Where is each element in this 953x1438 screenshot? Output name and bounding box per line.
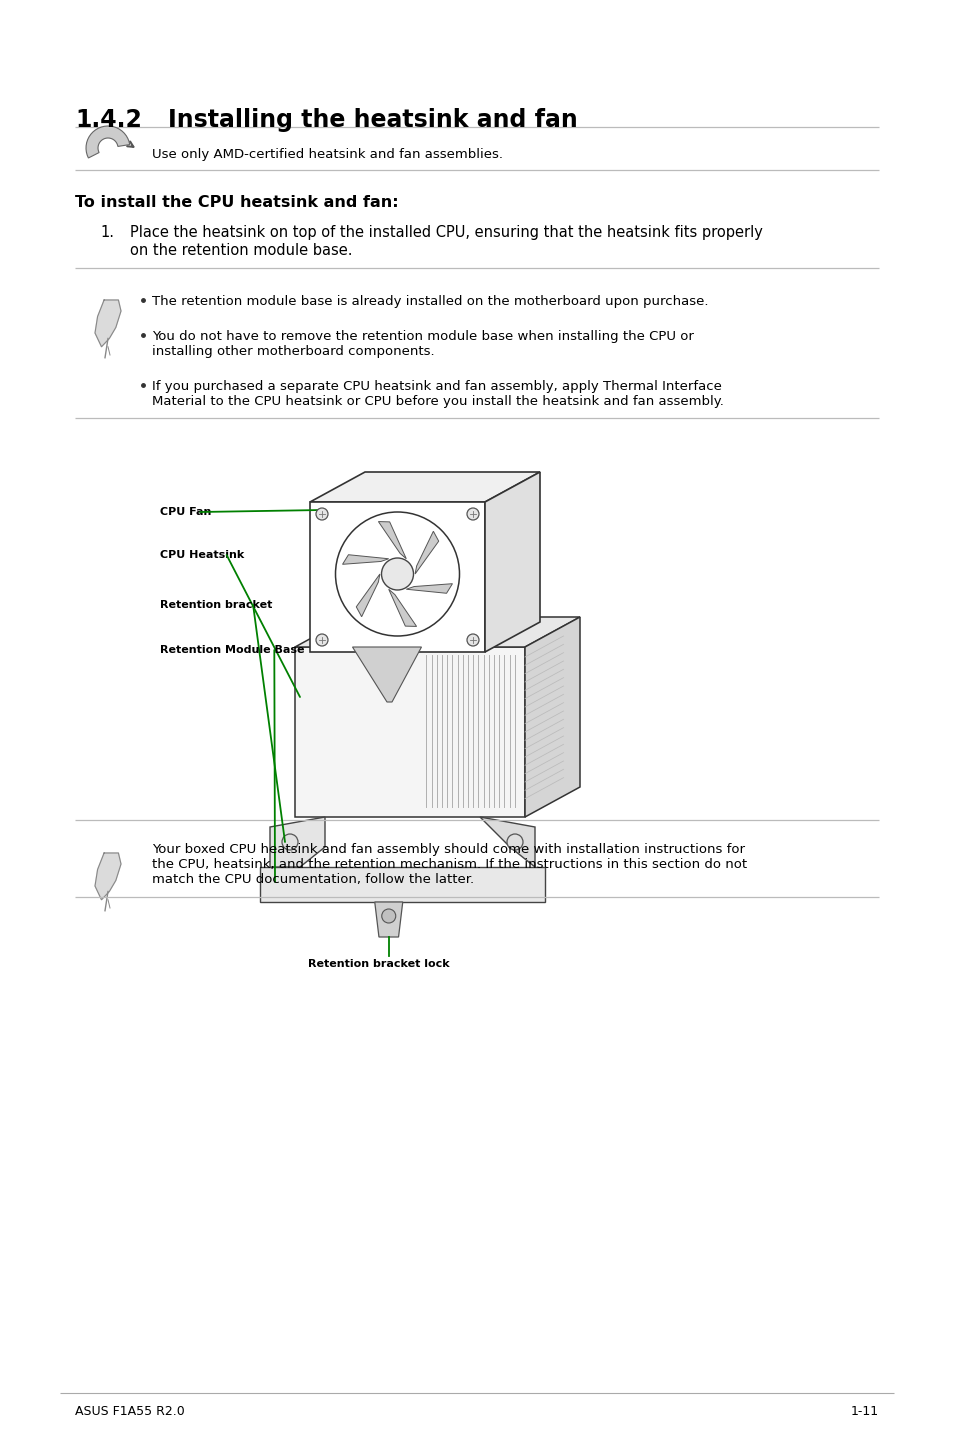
Text: You do not have to remove the retention module base when installing the CPU or: You do not have to remove the retention … bbox=[152, 329, 693, 344]
Circle shape bbox=[467, 634, 478, 646]
Text: To install the CPU heatsink and fan:: To install the CPU heatsink and fan: bbox=[75, 196, 398, 210]
Polygon shape bbox=[294, 617, 579, 647]
Polygon shape bbox=[406, 584, 452, 594]
Polygon shape bbox=[342, 555, 388, 564]
Text: Installing the heatsink and fan: Installing the heatsink and fan bbox=[168, 108, 578, 132]
Text: on the retention module base.: on the retention module base. bbox=[130, 243, 352, 257]
Polygon shape bbox=[388, 590, 416, 627]
Circle shape bbox=[315, 634, 328, 646]
Polygon shape bbox=[86, 127, 130, 158]
Polygon shape bbox=[355, 574, 379, 617]
Text: If you purchased a separate CPU heatsink and fan assembly, apply Thermal Interfa: If you purchased a separate CPU heatsink… bbox=[152, 380, 721, 393]
Text: match the CPU documentation, follow the latter.: match the CPU documentation, follow the … bbox=[152, 873, 474, 886]
Circle shape bbox=[506, 834, 522, 850]
Text: the CPU, heatsink, and the retention mechanism. If the instructions in this sect: the CPU, heatsink, and the retention mec… bbox=[152, 858, 746, 871]
Text: ASUS F1A55 R2.0: ASUS F1A55 R2.0 bbox=[75, 1405, 185, 1418]
Polygon shape bbox=[310, 472, 539, 502]
Circle shape bbox=[381, 558, 413, 590]
Polygon shape bbox=[524, 617, 579, 817]
Text: Place the heatsink on top of the installed CPU, ensuring that the heatsink fits : Place the heatsink on top of the install… bbox=[130, 224, 762, 240]
Text: 1-11: 1-11 bbox=[850, 1405, 878, 1418]
Polygon shape bbox=[270, 817, 325, 867]
Polygon shape bbox=[95, 301, 121, 347]
Circle shape bbox=[282, 834, 297, 850]
Text: CPU Heatsink: CPU Heatsink bbox=[160, 549, 244, 559]
Text: installing other motherboard components.: installing other motherboard components. bbox=[152, 345, 435, 358]
Polygon shape bbox=[415, 531, 438, 574]
Text: The retention module base is already installed on the motherboard upon purchase.: The retention module base is already ins… bbox=[152, 295, 708, 308]
Text: CPU Fan: CPU Fan bbox=[160, 508, 212, 518]
Text: Material to the CPU heatsink or CPU before you install the heatsink and fan asse: Material to the CPU heatsink or CPU befo… bbox=[152, 395, 723, 408]
Text: Your boxed CPU heatsink and fan assembly should come with installation instructi: Your boxed CPU heatsink and fan assembly… bbox=[152, 843, 744, 856]
Text: Use only AMD-certified heatsink and fan assemblies.: Use only AMD-certified heatsink and fan … bbox=[152, 148, 502, 161]
Polygon shape bbox=[484, 472, 539, 651]
Polygon shape bbox=[95, 853, 121, 900]
Bar bbox=[260, 867, 544, 902]
Polygon shape bbox=[310, 502, 484, 651]
Text: 1.4.2: 1.4.2 bbox=[75, 108, 142, 132]
Polygon shape bbox=[352, 647, 421, 702]
Polygon shape bbox=[294, 647, 524, 817]
Text: Retention bracket lock: Retention bracket lock bbox=[308, 959, 449, 969]
Circle shape bbox=[315, 508, 328, 521]
Text: Retention bracket: Retention bracket bbox=[160, 600, 273, 610]
Polygon shape bbox=[479, 817, 535, 867]
Polygon shape bbox=[378, 522, 406, 559]
Circle shape bbox=[467, 508, 478, 521]
Text: 1.: 1. bbox=[100, 224, 113, 240]
Polygon shape bbox=[375, 902, 402, 938]
Circle shape bbox=[381, 909, 395, 923]
Text: Retention Module Base: Retention Module Base bbox=[160, 646, 304, 654]
